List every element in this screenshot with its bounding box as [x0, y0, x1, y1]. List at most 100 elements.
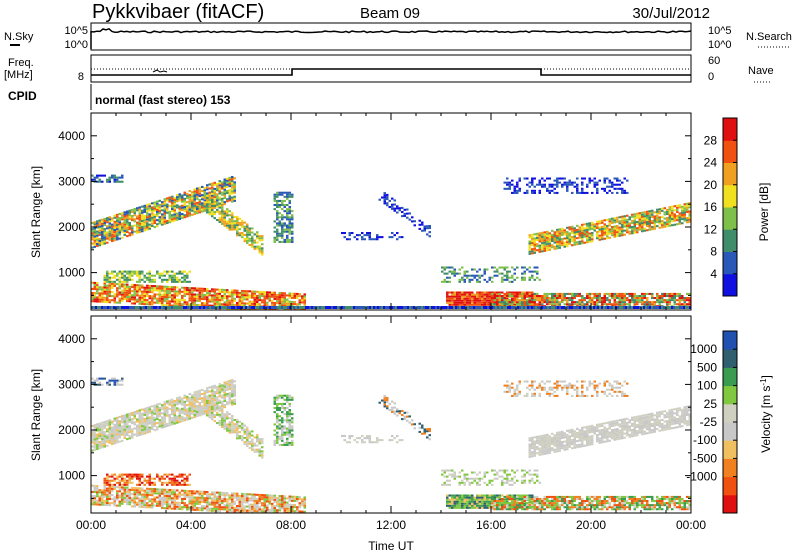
power-cell — [206, 194, 209, 197]
power-cell — [121, 236, 124, 239]
power-cell — [341, 232, 344, 235]
power-cell — [241, 232, 244, 235]
power-cell — [631, 295, 634, 298]
power-cell — [571, 231, 574, 234]
noise-right-tick-bottom: 10^0 — [708, 39, 732, 51]
power-cell — [103, 298, 106, 301]
power-cell — [191, 193, 194, 196]
velocity-cell — [138, 411, 141, 414]
velocity-cell — [211, 405, 214, 408]
power-cell — [283, 204, 286, 207]
velocity-cell — [223, 427, 226, 430]
power-cell — [178, 272, 181, 275]
power-cell — [588, 295, 591, 298]
power-cell — [588, 226, 591, 229]
power-cell — [521, 303, 524, 306]
power-cell — [231, 198, 234, 201]
power-cell — [611, 219, 614, 222]
power-cell — [631, 230, 634, 233]
power-cell — [153, 306, 155, 309]
power-cell — [284, 311, 287, 313]
power-cell — [113, 274, 116, 277]
power-cell — [96, 296, 99, 299]
power-cell — [153, 219, 156, 222]
velocity-cell — [223, 417, 226, 420]
power-cell — [666, 223, 669, 226]
power-cell — [578, 240, 581, 243]
velocity-cell — [213, 397, 216, 400]
power-cell — [451, 270, 454, 273]
power-cell — [158, 301, 161, 304]
power-cell — [203, 298, 206, 301]
power-cell — [506, 301, 509, 304]
power-cell — [656, 214, 659, 217]
velocity-cell — [123, 430, 126, 433]
power-cell — [613, 219, 616, 222]
velocity-cell — [221, 411, 224, 414]
power-cell — [193, 297, 196, 300]
power-cell — [645, 306, 647, 309]
velocity-cell — [113, 442, 116, 445]
power-cell — [633, 306, 635, 309]
velocity-cell — [138, 429, 141, 432]
power-cell — [291, 210, 294, 213]
power-cell — [138, 216, 141, 219]
power-cell — [131, 225, 134, 228]
power-cell — [481, 299, 484, 302]
velocity-cell — [231, 421, 234, 424]
power-cell — [653, 306, 655, 309]
power-cell — [339, 306, 341, 309]
power-cell — [293, 306, 295, 309]
power-cell — [556, 299, 559, 302]
power-cell — [581, 303, 584, 306]
power-cell — [483, 268, 486, 271]
power-cell — [208, 196, 211, 199]
velocity-cell — [101, 434, 104, 437]
velocity-cell — [286, 411, 289, 414]
power-cell — [603, 297, 606, 300]
power-cell — [303, 297, 306, 300]
power-cell — [171, 288, 174, 291]
power-cell — [216, 205, 219, 208]
velocity-cell — [201, 413, 204, 416]
power-cell — [576, 237, 579, 240]
power-cell — [246, 302, 249, 305]
velocity-cell — [91, 439, 94, 442]
velocity-cell — [96, 493, 99, 496]
power-cell — [143, 217, 146, 220]
power-cell — [188, 291, 191, 294]
power-cell — [113, 178, 116, 181]
velocity-cell — [278, 396, 281, 399]
power-cell — [156, 206, 159, 209]
power-cell — [216, 210, 219, 213]
power-cell — [148, 209, 151, 212]
power-cell — [379, 306, 381, 309]
velocity-cell — [218, 391, 221, 394]
power-cell — [178, 288, 181, 291]
power-cell — [276, 218, 279, 221]
velocity-cell — [216, 404, 219, 407]
velocity-cell — [218, 421, 221, 424]
velocity-cell — [126, 421, 129, 424]
power-cell — [481, 306, 483, 309]
power-cell — [153, 209, 156, 212]
power-cell — [516, 303, 519, 306]
power-cell — [111, 235, 114, 238]
velocity-cell — [128, 418, 131, 421]
power-cell — [508, 270, 511, 273]
velocity-cell — [186, 400, 189, 403]
power-cell — [153, 285, 156, 288]
power-cell — [281, 236, 284, 239]
power-cell — [533, 295, 536, 298]
power-cell — [521, 297, 524, 300]
velocity-cell — [116, 429, 119, 432]
velocity-cell — [101, 491, 104, 494]
power-cell — [181, 276, 184, 279]
power-cell — [91, 174, 94, 177]
power-cell — [291, 300, 294, 303]
power-cell — [231, 192, 234, 195]
power-cell — [586, 233, 589, 236]
power-cell — [553, 297, 556, 300]
velocity-cell — [258, 454, 261, 457]
power-cell — [211, 186, 214, 189]
